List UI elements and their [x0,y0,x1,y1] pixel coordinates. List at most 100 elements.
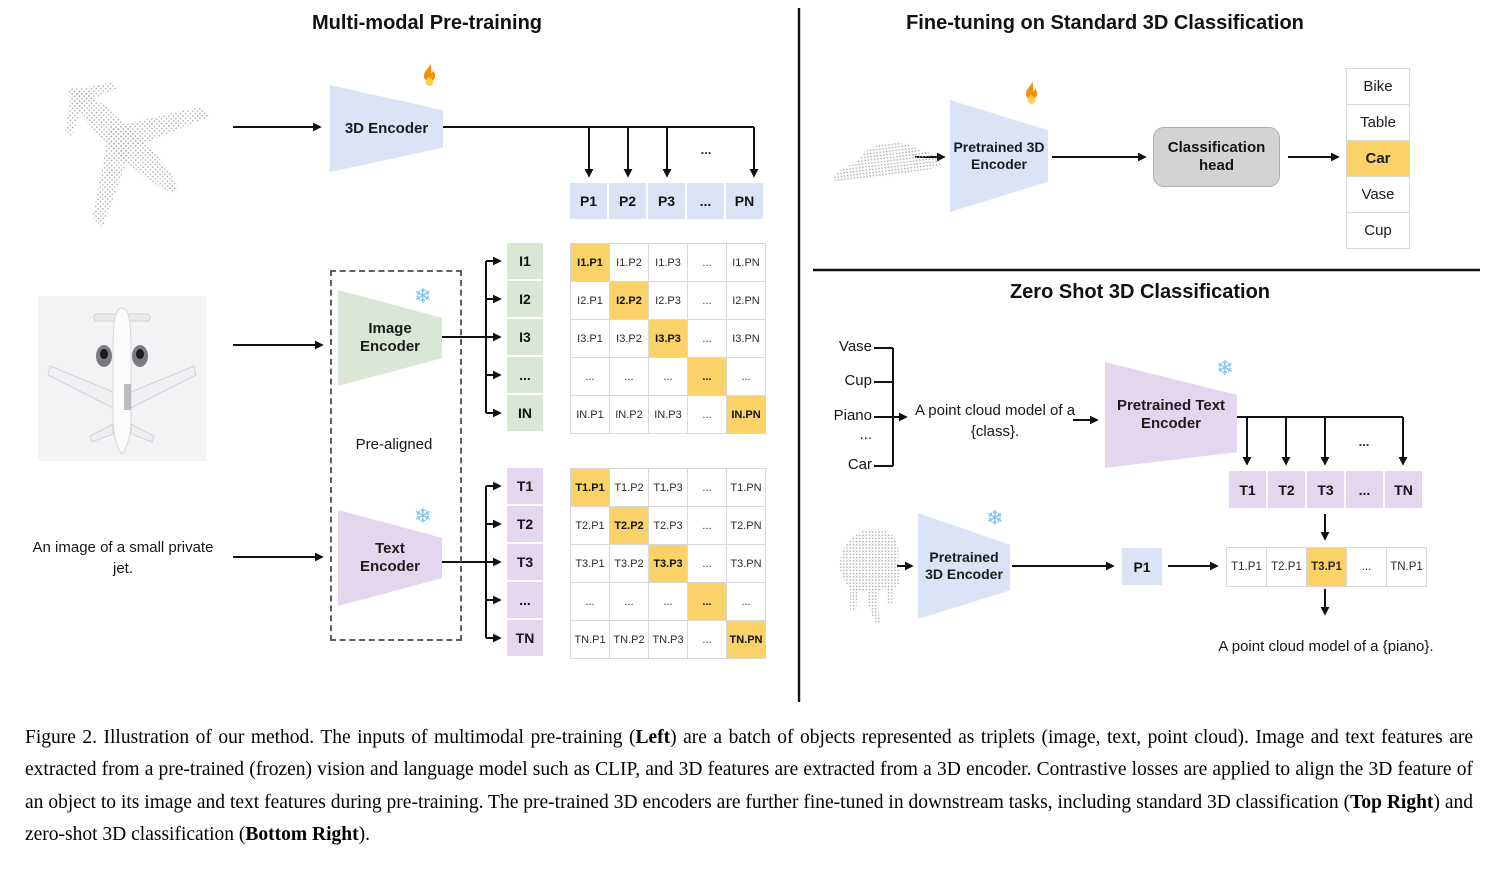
matrix-cell: TN.P1 [571,621,610,659]
class-option: Cup [1364,222,1392,239]
p-row-cell: P1 [570,183,607,219]
caption-segment-bold: Left [635,727,671,748]
similarity-cell: ... [1347,548,1387,586]
airplane-photo [38,296,206,461]
matrix-cell: I1.P1 [571,244,610,282]
similarity-cell: T2.P1 [1267,548,1307,586]
top-right-section-title: Fine-tuning on Standard 3D Classificatio… [906,12,1304,34]
car-point-cloud [832,142,941,182]
matrix-cell: I3.P1 [571,320,610,358]
t-label-cell: T2 [507,506,543,542]
matrix-cell: T2.P1 [571,507,610,545]
similarity-cell: T1.P1 [1227,548,1267,586]
class-list: Bike Table Car Vase Cup [1346,68,1410,249]
matrix-cell: IN.P2 [610,396,649,434]
matrix-cell: I2.P3 [649,282,688,320]
ellipsis-annotation: ... [700,142,712,157]
similarity-cell-max: T3.P1 [1307,548,1347,586]
connector-layer [233,8,1480,702]
piano-point-cloud [839,529,901,624]
matrix-cell: T2.PN [727,507,766,545]
matrix-cell: IN.P3 [649,396,688,434]
matrix-cell: T1.P3 [649,469,688,507]
matrix-cell: ... [610,358,649,396]
matrix-cell: TN.P3 [649,621,688,659]
matrix-cell: I1.P3 [649,244,688,282]
pre-aligned-label: Pre-aligned [355,436,433,453]
matrix-cell: ... [727,583,766,621]
snowflake-icon: ❄ [414,504,432,528]
t-feature-cell: ... [1346,471,1383,508]
matrix-cell: I1.PN [727,244,766,282]
pre-aligned-box [330,270,462,641]
p-row-cell: P2 [609,183,646,219]
caption-segment: Figure 2. Illustration of our method. Th… [25,727,636,748]
matrix-cell: ... [649,583,688,621]
snowflake-icon: ❄ [414,284,432,308]
matrix-cell: I2.P2 [610,282,649,320]
matrix-cell: T1.PN [727,469,766,507]
zs-class-label: Cup [844,372,872,389]
caption-segment: ) are a batch of objects represented as … [25,727,1473,813]
zs-similarity-row: T1.P1 T2.P1 T3.P1 ... TN.P1 [1226,547,1427,587]
text-encoder-label: Text Encoder [359,540,420,575]
matrix-cell: ... [571,358,610,396]
matrix-cell: T2.P2 [610,507,649,545]
zs-class-label: Vase [838,338,872,355]
matrix-cell: T3.P3 [649,545,688,583]
i-label-cell: I2 [507,281,543,317]
similarity-cell: TN.P1 [1390,561,1423,573]
zs-class-label: Piano [833,407,872,424]
matrix-cell: ... [688,583,727,621]
t-feature-cell: T1 [1229,471,1266,508]
caption-segment-bold: Bottom Right [245,824,359,846]
image-encoder-label: Image Encoder [359,320,420,355]
snowflake-icon: ❄ [1216,356,1234,380]
matrix-cell: I3.P2 [610,320,649,358]
matrix-cell: T1.P1 [571,469,610,507]
matrix-cell: ... [688,358,727,396]
class-option: Table [1347,105,1409,141]
image-point-similarity-matrix: I1.P1 I1.P2 I1.P3 ... I1.PN I2.P1 I2.P2 … [570,243,766,434]
zs-class-label: Car [847,456,872,473]
matrix-cell: T1.P2 [610,469,649,507]
matrix-cell: ... [727,358,766,396]
i-label-cell: IN [507,395,543,431]
matrix-cell: TN.PN [727,621,766,659]
matrix-cell: I3.P3 [649,320,688,358]
matrix-cell: ... [688,469,727,507]
matrix-cell: ... [688,621,727,659]
text-point-similarity-matrix: T1.P1 T1.P2 T1.P3 ... T1.PN T2.P1 T2.P2 … [570,468,766,659]
snowflake-icon: ❄ [986,506,1004,530]
t-label-cell: T3 [507,544,543,580]
input-text-caption: An image of a small private jet. [32,539,214,577]
pretrained-3d-encoder-label: Pretrained 3D Encoder [953,139,1045,172]
matrix-cell: ... [610,583,649,621]
matrix-cell: T2.P3 [649,507,688,545]
matrix-cell: I2.P1 [571,282,610,320]
matrix-cell: I1.P2 [610,244,649,282]
flame-icon [1025,79,1038,104]
t-feature-cell: T2 [1268,471,1305,508]
i-label-cell: ... [507,357,543,393]
zs-result-text: A point cloud model of a {piano}. [1218,638,1434,655]
t-label-cell: TN [507,620,543,656]
t-label-cell: ... [507,582,543,618]
matrix-cell: TN.P2 [610,621,649,659]
classification-head-block: Classification head [1153,127,1280,187]
matrix-cell: I2.PN [727,282,766,320]
t-feature-cell: TN [1385,471,1422,508]
classification-head-label: Classification head [1167,139,1266,174]
matrix-cell: T3.P2 [610,545,649,583]
left-section-title: Multi-modal Pre-training [312,12,542,34]
caption-segment-bold: Top Right [1350,791,1434,813]
ellipsis-annotation: ... [1358,434,1370,449]
p1-feature-cell: P1 [1122,548,1162,585]
matrix-cell: T3.PN [727,545,766,583]
p-row-cell: ... [687,183,724,219]
matrix-cell: IN.PN [727,396,766,434]
t-feature-cell: T3 [1307,471,1344,508]
airplane-point-cloud [65,82,210,228]
zs-class-label: ... [859,426,872,443]
